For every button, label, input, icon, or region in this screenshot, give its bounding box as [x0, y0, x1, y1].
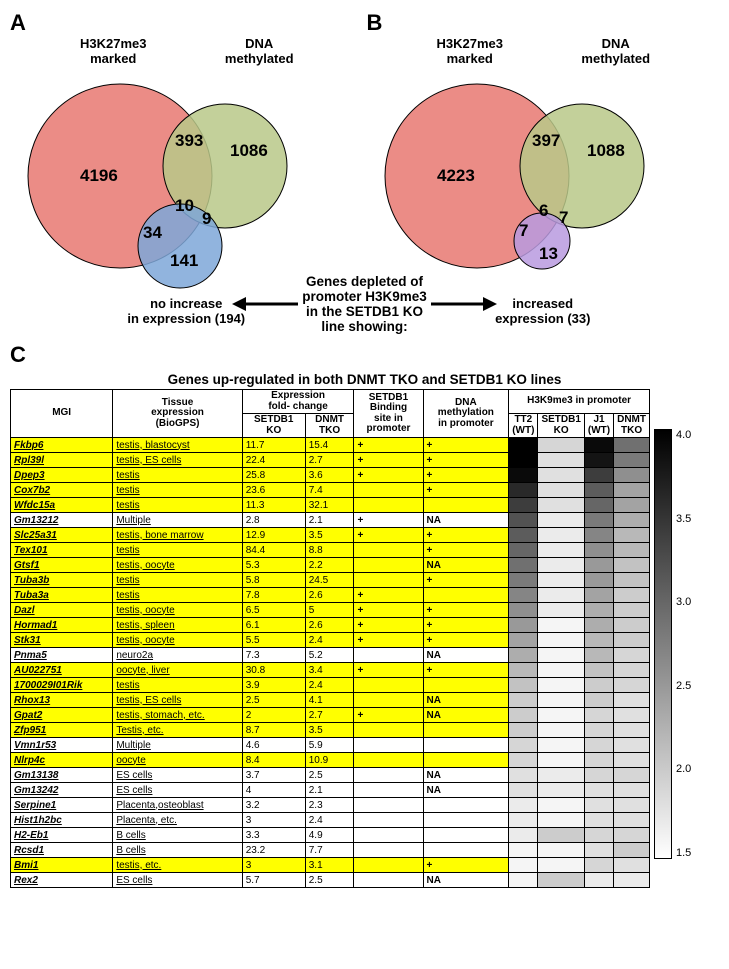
table-row: Zfp951Testis, etc.8.73.5 — [11, 723, 650, 738]
table-row: Rex2ES cells5.72.5NA — [11, 873, 650, 888]
table-row: Hormad1testis, spleen6.12.6++ — [11, 618, 650, 633]
svg-text:34: 34 — [143, 223, 162, 242]
table-row: Dpep3testis25.83.6++ — [11, 468, 650, 483]
svg-text:10: 10 — [175, 196, 194, 215]
table-row: Gtsf1testis, oocyte5.32.2NA — [11, 558, 650, 573]
table-row: Gpat2testis, stomach, etc.22.7+NA — [11, 708, 650, 723]
svg-text:9: 9 — [202, 209, 211, 228]
panel-C-label: C — [10, 342, 719, 368]
colorbar-ticks: 4.0 3.5 3.0 2.5 2.0 1.5 — [676, 429, 691, 859]
panel-B-block: B H3K27me3 marked DNA methylated 4223 108… — [367, 10, 720, 326]
table-row: Cox7b2testis23.67.4+ — [11, 483, 650, 498]
table-row: Tex101testis84.48.8+ — [11, 543, 650, 558]
table-row: AU022751oocyte, liver30.83.4++ — [11, 663, 650, 678]
svg-text:141: 141 — [170, 251, 198, 270]
colorbar-tick: 3.0 — [676, 596, 691, 608]
colorbar-tick: 3.5 — [676, 513, 691, 525]
table-row: Slc25a31testis, bone marrow12.93.5++ — [11, 528, 650, 543]
svg-text:4223: 4223 — [437, 166, 475, 185]
venn-B-svg: 4223 1088 13 397 7 76 — [367, 66, 667, 296]
venn-A-bottom-caption: no increase in expression (194) — [10, 296, 363, 326]
figure-root: A H3K27me3 marked DNA methylated 4196 108… — [10, 10, 719, 888]
table-row: Stk31testis, oocyte5.52.4++ — [11, 633, 650, 648]
venn-A-svg: 4196 1086 141 393 34 9 10 — [10, 66, 310, 296]
table-row: Wfdc15atestis11.332.1 — [11, 498, 650, 513]
table-row: Nlrp4coocyte8.410.9 — [11, 753, 650, 768]
panel-A-label: A — [10, 10, 363, 36]
panel-C-block: C Genes up-regulated in both DNMT TKO an… — [10, 342, 719, 888]
venn-A: H3K27me3 marked DNA methylated 4196 1086 1… — [10, 36, 363, 326]
venn-B-right-label: DNA methylated — [546, 36, 686, 66]
svg-text:393: 393 — [175, 131, 203, 150]
svg-text:6: 6 — [539, 201, 548, 220]
table-row: Tuba3atestis7.82.6+ — [11, 588, 650, 603]
table-row: Rhox13testis, ES cells2.54.1NA — [11, 693, 650, 708]
table-row: Dazltestis, oocyte6.55++ — [11, 603, 650, 618]
gene-table: MGITissue expression (BioGPS)Expression … — [10, 389, 650, 888]
svg-text:1086: 1086 — [230, 141, 268, 160]
colorbar-tick: 2.5 — [676, 680, 691, 692]
table-row: Tuba3btestis5.824.5+ — [11, 573, 650, 588]
table-row: Rpl39ltestis, ES cells22.42.7++ — [11, 453, 650, 468]
colorbar-tick: 2.0 — [676, 763, 691, 775]
svg-text:1088: 1088 — [587, 141, 625, 160]
table-row: Gm13212Multiple2.82.1+NA — [11, 513, 650, 528]
venn-B-bottom-caption: increased expression (33) — [367, 296, 720, 326]
table-row: Fkbp6testis, blastocyst11.715.4++ — [11, 438, 650, 453]
table-row: Gm13242ES cells42.1NA — [11, 783, 650, 798]
table-row: Gm13138ES cells3.72.5NA — [11, 768, 650, 783]
table-row: Hist1h2bcPlacenta, etc.32.4 — [11, 813, 650, 828]
table-row: Bmi1testis, etc.33.1+ — [11, 858, 650, 873]
table-row: Serpine1Placenta,osteoblast3.22.3 — [11, 798, 650, 813]
svg-text:397: 397 — [532, 131, 560, 150]
svg-text:4196: 4196 — [80, 166, 118, 185]
colorbar-block: 4.0 3.5 3.0 2.5 2.0 1.5 — [654, 389, 691, 859]
colorbar-tick: 1.5 — [676, 847, 691, 859]
panel-A-block: A H3K27me3 marked DNA methylated 4196 108… — [10, 10, 363, 326]
venn-A-left-label: H3K27me3 marked — [43, 36, 183, 66]
svg-text:7: 7 — [559, 208, 568, 227]
table-row: Pnma5neuro2a7.35.2NA — [11, 648, 650, 663]
table-row: 1700029I01Riktestis3.92.4 — [11, 678, 650, 693]
colorbar-tick: 4.0 — [676, 429, 691, 441]
venn-B-left-label: H3K27me3 marked — [400, 36, 540, 66]
table-title: Genes up-regulated in both DNMT TKO and … — [10, 372, 719, 387]
table-row: Rcsd1B cells23.27.7 — [11, 843, 650, 858]
colorbar-gradient — [654, 429, 672, 859]
svg-text:13: 13 — [539, 244, 558, 263]
panel-B-label: B — [367, 10, 720, 36]
venn-B: H3K27me3 marked DNA methylated 4223 1088 1… — [367, 36, 720, 326]
table-row: Vmn1r53Multiple4.65.9 — [11, 738, 650, 753]
table-row: H2-Eb1B cells3.34.9 — [11, 828, 650, 843]
venn-A-right-label: DNA methylated — [189, 36, 329, 66]
svg-text:7: 7 — [519, 221, 528, 240]
